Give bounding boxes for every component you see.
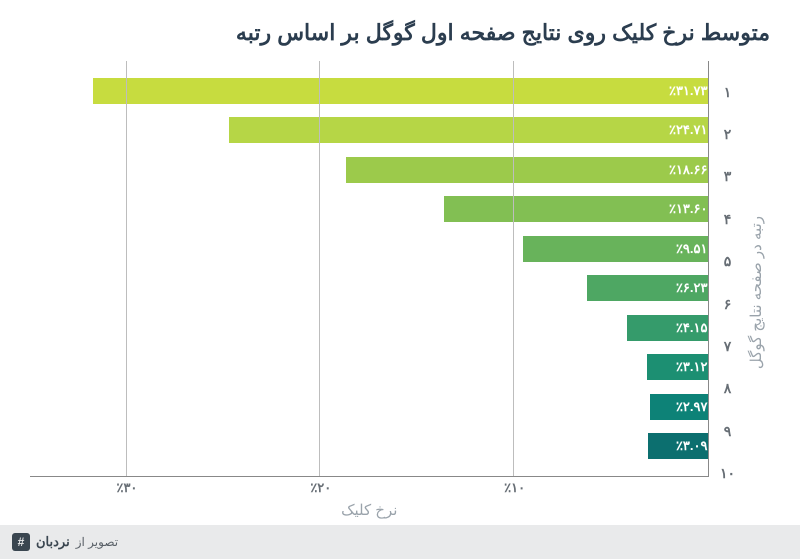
bar-value-label: ٪۲.۹۷ bbox=[676, 399, 708, 415]
footer-caption: تصویر از bbox=[76, 535, 118, 549]
y-tick: ۴ bbox=[717, 205, 739, 233]
bar-row: ٪۲.۹۷ bbox=[30, 393, 708, 421]
footer-brand: نردبان bbox=[36, 534, 70, 550]
y-tick: ۲ bbox=[717, 121, 739, 149]
y-ticks: ۱ ۲ ۳ ۴ ۵ ۶ ۷ ۸ ۹ ۱۰ bbox=[709, 61, 743, 525]
bar: ٪۴.۱۵ bbox=[627, 315, 707, 341]
bar-row: ٪۱۳.۶۰ bbox=[30, 195, 708, 223]
chart-title: متوسط نرخ کلیک روی نتایج صفحه اول گوگل ب… bbox=[30, 20, 770, 46]
bar-value-label: ٪۳.۰۹ bbox=[676, 438, 708, 454]
plot-area: ٪۳۱.۷۳ ٪۲۴.۷۱ ٪۱۸.۶۶ ٪۱۳.۶۰ ٪۹.۵۱ ٪۶.۲۳ ٪۴.۱۵ ٪… bbox=[30, 61, 709, 477]
chart-container: متوسط نرخ کلیک روی نتایج صفحه اول گوگل ب… bbox=[0, 0, 800, 525]
bar-value-label: ٪۳.۱۲ bbox=[676, 359, 708, 375]
y-tick: ۶ bbox=[717, 290, 739, 318]
y-tick: ۷ bbox=[717, 333, 739, 361]
y-tick: ۱ bbox=[717, 78, 739, 106]
bar-row: ٪۳.۰۹ bbox=[30, 432, 708, 460]
bar-value-label: ٪۲۴.۷۱ bbox=[669, 122, 708, 138]
bar: ٪۳.۰۹ bbox=[648, 433, 708, 459]
footer-bar: تصویر از نردبان # bbox=[0, 525, 800, 559]
chart-body: رتبه در صفحه نتایج گوگل ۱ ۲ ۳ ۴ ۵ ۶ ۷ ۸ ۹ ۱۰ ٪۳۱.… bbox=[30, 61, 770, 525]
bar-value-label: ٪۶.۲۳ bbox=[676, 280, 708, 296]
x-tick: ٪۳۰ bbox=[116, 480, 137, 496]
gridline bbox=[126, 61, 127, 476]
y-tick: ۹ bbox=[717, 417, 739, 445]
x-tick: ٪۱۰ bbox=[504, 480, 525, 496]
bar-value-label: ٪۴.۱۵ bbox=[676, 320, 708, 336]
bar-row: ٪۱۸.۶۶ bbox=[30, 156, 708, 184]
bar-value-label: ٪۳۱.۷۳ bbox=[669, 83, 708, 99]
y-tick: ۳ bbox=[717, 163, 739, 191]
bar: ٪۹.۵۱ bbox=[523, 236, 707, 262]
bars-group: ٪۳۱.۷۳ ٪۲۴.۷۱ ٪۱۸.۶۶ ٪۱۳.۶۰ ٪۹.۵۱ ٪۶.۲۳ ٪۴.۱۵ ٪… bbox=[30, 71, 708, 466]
x-axis-label: نرخ کلیک bbox=[30, 499, 709, 525]
bar: ٪۲۴.۷۱ bbox=[229, 117, 707, 143]
bar-row: ٪۲۴.۷۱ bbox=[30, 116, 708, 144]
bar: ٪۳۱.۷۳ bbox=[93, 78, 707, 104]
bar: ٪۳.۱۲ bbox=[647, 354, 707, 380]
y-tick: ۵ bbox=[717, 248, 739, 276]
gridline bbox=[513, 61, 514, 476]
gridline bbox=[319, 61, 320, 476]
bar: ٪۱۳.۶۰ bbox=[444, 196, 707, 222]
bar: ٪۱۸.۶۶ bbox=[346, 157, 707, 183]
brand-logo-icon: # bbox=[12, 533, 30, 551]
bar-value-label: ٪۹.۵۱ bbox=[676, 241, 708, 257]
bar-row: ٪۹.۵۱ bbox=[30, 235, 708, 263]
bar-value-label: ٪۱۳.۶۰ bbox=[669, 201, 708, 217]
bar-row: ٪۳۱.۷۳ bbox=[30, 77, 708, 105]
x-ticks: ٪۱۰ ٪۲۰ ٪۳۰ bbox=[30, 477, 709, 499]
bar-value-label: ٪۱۸.۶۶ bbox=[669, 162, 708, 178]
y-axis-label: رتبه در صفحه نتایج گوگل bbox=[743, 216, 771, 369]
bar-row: ٪۳.۱۲ bbox=[30, 353, 708, 381]
plot-outer: ٪۳۱.۷۳ ٪۲۴.۷۱ ٪۱۸.۶۶ ٪۱۳.۶۰ ٪۹.۵۱ ٪۶.۲۳ ٪۴.۱۵ ٪… bbox=[30, 61, 709, 525]
x-tick: ٪۲۰ bbox=[310, 480, 331, 496]
bar: ٪۶.۲۳ bbox=[587, 275, 708, 301]
y-tick: ۱۰ bbox=[717, 460, 739, 488]
bar: ٪۲.۹۷ bbox=[650, 394, 707, 420]
y-tick: ۸ bbox=[717, 375, 739, 403]
bar-row: ٪۶.۲۳ bbox=[30, 274, 708, 302]
bar-row: ٪۴.۱۵ bbox=[30, 314, 708, 342]
